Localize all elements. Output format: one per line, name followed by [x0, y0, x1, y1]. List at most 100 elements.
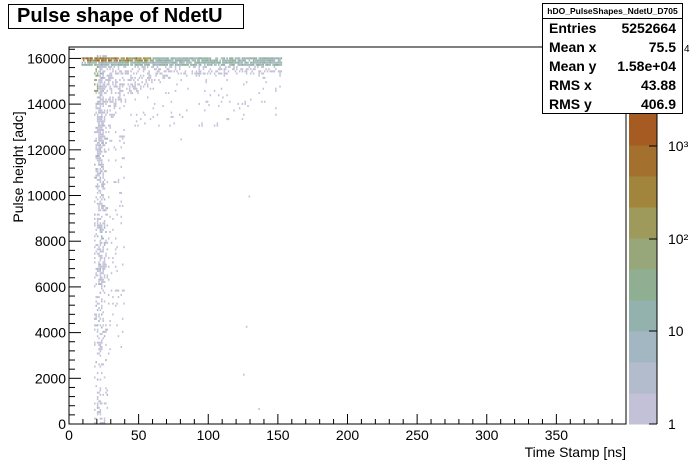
heatmap-cell: [152, 59, 155, 62]
heatmap-cell: [194, 72, 196, 75]
heatmap-cell: [119, 85, 121, 88]
heatmap-cell: [105, 239, 107, 242]
heatmap-cell: [96, 270, 99, 273]
heatmap-cell: [250, 68, 252, 71]
heatmap-cell: [96, 267, 99, 270]
heatmap-cell: [183, 59, 185, 62]
heatmap-cell: [95, 324, 97, 327]
heatmap-cell: [134, 57, 136, 60]
heatmap-cell: [96, 172, 99, 175]
heatmap-cell: [277, 57, 280, 60]
heatmap-cell: [201, 57, 203, 60]
heatmap-cell: [102, 228, 104, 231]
heatmap-cell: [101, 128, 103, 131]
palette-bin: [629, 343, 657, 351]
heatmap-cell: [112, 302, 114, 305]
heatmap-cell: [102, 183, 104, 186]
heatmap-cell: [121, 135, 124, 138]
palette-bin: [629, 225, 657, 233]
heatmap-cell: [95, 137, 97, 140]
heatmap-cell: [131, 59, 134, 62]
heatmap-cell: [101, 363, 103, 366]
heatmap-cell: [127, 59, 129, 62]
heatmap-cell: [142, 68, 145, 71]
heatmap-cell: [98, 174, 100, 177]
heatmap-cell: [177, 72, 180, 75]
heatmap-cell: [87, 57, 89, 60]
heatmap-cell: [112, 81, 114, 84]
heatmap-cell: [102, 122, 104, 125]
heatmap-cell: [119, 135, 121, 138]
heatmap-cell: [99, 172, 102, 175]
heatmap-cell: [95, 272, 97, 275]
heatmap-cell: [106, 83, 109, 86]
heatmap-cell: [106, 61, 109, 64]
heatmap-cell: [130, 113, 132, 116]
heatmap-cell: [179, 57, 181, 60]
heatmap-cell: [194, 61, 196, 64]
heatmap-cell: [98, 85, 100, 88]
heatmap-cell: [98, 61, 100, 64]
heatmap-cell: [252, 59, 255, 62]
heatmap-cell: [88, 63, 90, 66]
heatmap-cell: [198, 57, 200, 60]
palette-bin: [629, 275, 657, 282]
heatmap-cell: [103, 198, 106, 201]
heatmap-cell: [185, 63, 188, 66]
heatmap-cell: [263, 70, 266, 73]
heatmap-cell: [117, 61, 120, 64]
heatmap-cell: [127, 61, 129, 64]
heatmap-cell: [102, 196, 104, 199]
heatmap-cell: [95, 185, 97, 188]
heatmap-cell: [183, 61, 185, 64]
heatmap-cell: [94, 163, 96, 166]
heatmap-cell: [279, 70, 281, 73]
palette-tick-label: 4: [684, 44, 690, 55]
heatmap-cell: [102, 250, 104, 253]
x-tick-label: 150: [266, 427, 290, 443]
heatmap-cell: [163, 61, 166, 64]
y-tick-label: 6000: [35, 279, 66, 295]
heatmap-cell: [227, 59, 230, 62]
heatmap-cell: [101, 235, 103, 238]
heatmap-cell: [96, 187, 99, 190]
heatmap-cell: [99, 389, 102, 392]
heatmap-cell: [95, 63, 97, 66]
heatmap-cell: [96, 96, 99, 99]
heatmap-cell: [123, 128, 125, 131]
heatmap-cell: [96, 159, 99, 162]
heatmap-cell: [95, 157, 97, 160]
heatmap-cell: [117, 57, 120, 60]
heatmap-cell: [130, 79, 132, 82]
palette-bin: [629, 157, 657, 165]
heatmap-cell: [107, 59, 110, 62]
heatmap-cell: [103, 137, 106, 140]
heatmap-cell: [117, 63, 120, 66]
x-axis-label: Time Stamp [ns]: [525, 444, 626, 460]
palette-bin: [629, 337, 657, 344]
heatmap-cell: [145, 81, 148, 84]
heatmap-cell: [244, 63, 246, 66]
heatmap-cell: [120, 70, 123, 73]
heatmap-cell: [130, 76, 132, 79]
heatmap-cell: [219, 66, 221, 69]
heatmap-cell: [101, 304, 103, 307]
heatmap-cell: [98, 111, 100, 114]
heatmap-cell: [142, 74, 145, 77]
heatmap-cell: [99, 408, 102, 411]
heatmap-cell: [187, 59, 189, 62]
heatmap-cell: [205, 81, 207, 84]
heatmap-cell: [258, 57, 260, 60]
heatmap-cell: [170, 63, 173, 66]
heatmap-cell: [106, 68, 109, 71]
heatmap-cell: [96, 191, 99, 194]
heatmap-cell: [226, 57, 228, 60]
heatmap-cell: [208, 70, 210, 73]
heatmap-cell: [280, 61, 283, 64]
heatmap-cell: [237, 61, 239, 64]
heatmap-cell: [277, 70, 280, 73]
heatmap-cell: [106, 111, 109, 114]
heatmap-cell: [258, 408, 260, 411]
heatmap-cell: [255, 61, 258, 64]
heatmap-cell: [101, 87, 103, 90]
